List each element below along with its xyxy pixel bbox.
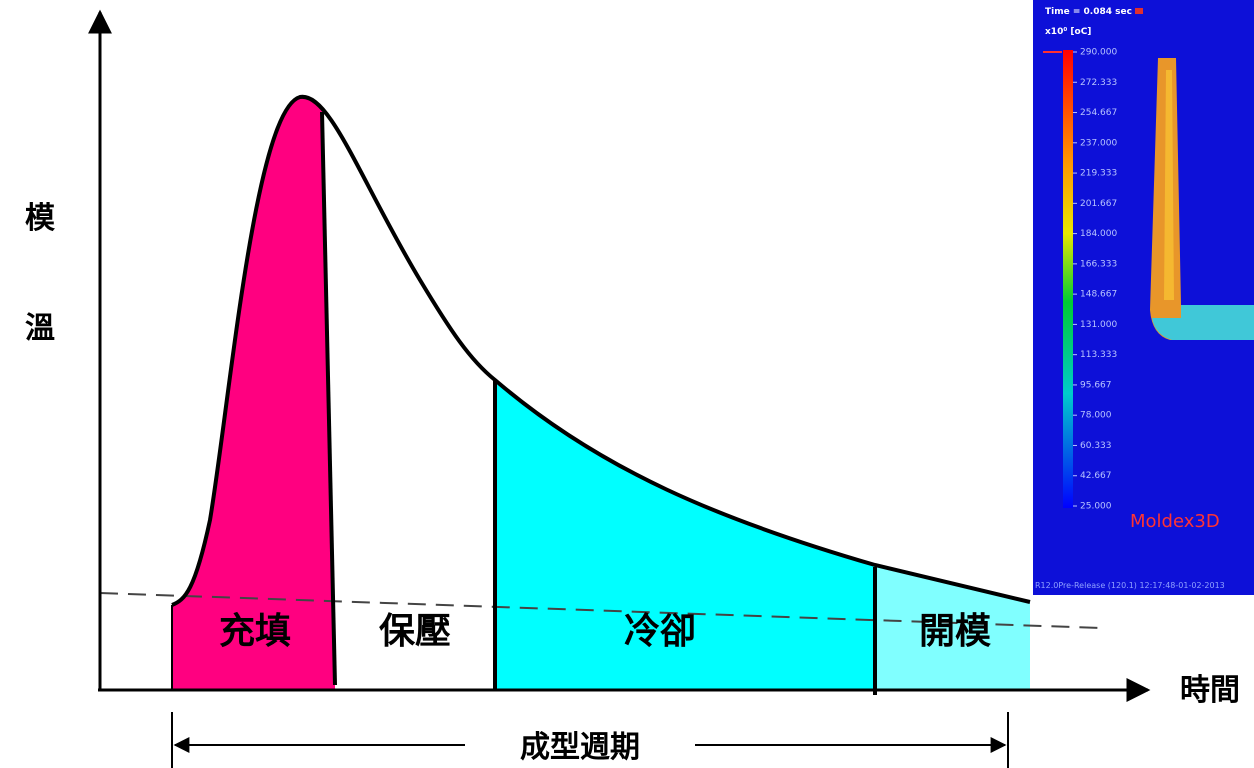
scale-label: 254.667 xyxy=(1080,108,1117,118)
part-runner xyxy=(1152,305,1254,340)
phase-label: 保壓 xyxy=(379,611,451,652)
inset-icon xyxy=(1135,8,1143,14)
y-label: 模 xyxy=(25,201,55,236)
phase-label: 開模 xyxy=(919,611,991,652)
brand: Moldex3D xyxy=(1130,511,1220,532)
scale-label: 131.000 xyxy=(1080,320,1117,330)
part-core xyxy=(1164,70,1174,300)
phase-label: 充填 xyxy=(219,611,291,652)
scale-label: 95.667 xyxy=(1080,380,1112,390)
color-bar xyxy=(1063,50,1073,508)
scale-label: 201.667 xyxy=(1080,199,1117,209)
scale-label: 148.667 xyxy=(1080,290,1117,300)
inset-time: Time = 0.084 sec xyxy=(1045,7,1132,17)
scale-label: 219.333 xyxy=(1080,169,1117,179)
simulation-inset: Time = 0.084 sec x10⁰ [oC] Moldex3D R12.… xyxy=(1033,0,1254,595)
cool-phase xyxy=(495,380,875,690)
inset-unit: x10⁰ [oC] xyxy=(1045,27,1091,37)
scale-label: 78.000 xyxy=(1080,411,1112,421)
open-phase xyxy=(875,565,1030,690)
scale-label: 42.667 xyxy=(1080,471,1112,481)
y-label: 溫 xyxy=(25,311,55,346)
scale-label: 272.333 xyxy=(1080,78,1117,88)
scale-label: 60.333 xyxy=(1080,441,1112,451)
area xyxy=(172,97,1030,690)
scale-label: 184.000 xyxy=(1080,229,1117,239)
x-label: 時間 xyxy=(1180,673,1240,708)
scale-label: 237.000 xyxy=(1080,138,1117,148)
part xyxy=(1150,58,1254,340)
divider xyxy=(320,111,337,686)
scale-label: 113.333 xyxy=(1080,350,1117,360)
inset-footer: R12.0Pre-Release (120.1) 12:17:48-01-02-… xyxy=(1035,581,1225,590)
phase-label: 冷卻 xyxy=(624,611,696,652)
scale-label: 25.000 xyxy=(1080,502,1112,512)
scale-label: 166.333 xyxy=(1080,259,1117,269)
cycle-label: 成型週期 xyxy=(520,730,640,765)
scale-label: 290.000 xyxy=(1080,48,1117,58)
curve xyxy=(171,94,1031,607)
